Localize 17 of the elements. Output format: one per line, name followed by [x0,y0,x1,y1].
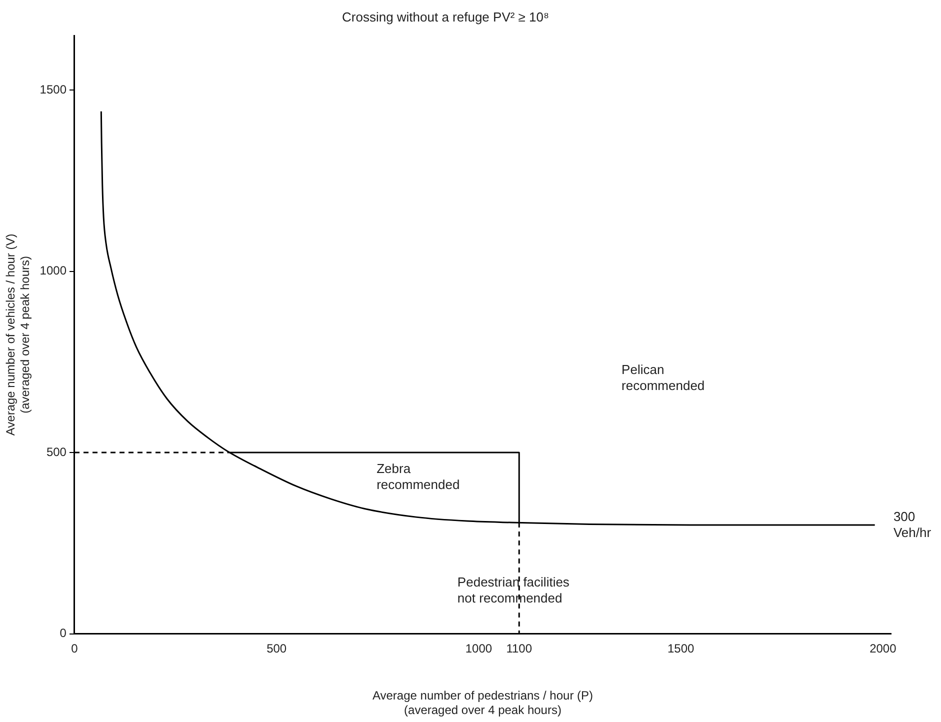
text: 300 Veh/hr [893,509,932,540]
chart-title: Crossing without a refuge PV² ≥ 10⁸ [342,9,549,24]
y-tick-label: 500 [46,444,67,459]
x-tick-label: 2000 [870,641,897,656]
x-tick-label: 500 [266,641,287,656]
x-tick-label: 1000 [465,641,492,656]
x-tick-label: 0 [71,641,78,656]
annotation: Pelican recommended [622,362,705,393]
annotation: Zebra recommended [376,461,460,492]
x-axis-title: Average number of pedestrians / hour (P) (averaged over 4 peak hours) [372,688,594,718]
annotation: Pedestrian facilities not recommended [457,574,570,606]
x-tick-label: 1100 [506,641,532,656]
y-axis-title: Average number of vehicles / hour (V) (averaged over 4 peak hours) [4,234,32,436]
y-tick-label: 0 [60,626,67,640]
x-tick-label: 1500 [667,641,694,656]
y-tick-label: 1000 [40,264,67,278]
y-tick-label: 1500 [40,82,67,96]
